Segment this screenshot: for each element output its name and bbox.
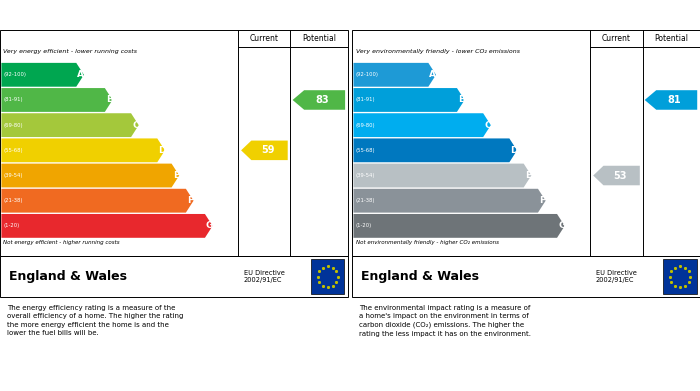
Text: (81-91): (81-91): [4, 97, 23, 102]
Bar: [664, 259, 696, 294]
Text: B: B: [458, 95, 465, 104]
Bar: [312, 259, 344, 294]
Text: G: G: [558, 221, 566, 230]
Text: Not energy efficient - higher running costs: Not energy efficient - higher running co…: [4, 240, 120, 245]
Text: Very energy efficient - lower running costs: Very energy efficient - lower running co…: [4, 49, 137, 54]
Text: (39-54): (39-54): [4, 173, 23, 178]
Polygon shape: [1, 63, 84, 87]
Text: (21-38): (21-38): [356, 198, 375, 203]
Text: The environmental impact rating is a measure of
a home's impact on the environme: The environmental impact rating is a mea…: [359, 305, 531, 337]
Text: D: D: [510, 146, 518, 155]
Text: C: C: [484, 121, 491, 130]
Polygon shape: [593, 166, 640, 185]
Text: (69-80): (69-80): [4, 123, 23, 127]
Text: (1-20): (1-20): [4, 223, 20, 228]
Text: Potential: Potential: [654, 34, 688, 43]
Text: A: A: [429, 70, 436, 79]
Text: E: E: [525, 171, 531, 180]
Text: E: E: [173, 171, 178, 180]
Polygon shape: [354, 163, 531, 187]
Text: (92-100): (92-100): [356, 72, 379, 77]
Polygon shape: [1, 113, 139, 137]
Text: Not environmentally friendly - higher CO₂ emissions: Not environmentally friendly - higher CO…: [356, 240, 498, 245]
Text: (69-80): (69-80): [356, 123, 375, 127]
Text: The energy efficiency rating is a measure of the
overall efficiency of a home. T: The energy efficiency rating is a measur…: [7, 305, 183, 336]
Polygon shape: [645, 90, 697, 110]
Polygon shape: [1, 138, 165, 162]
Text: G: G: [206, 221, 214, 230]
Text: F: F: [187, 196, 193, 205]
Text: D: D: [158, 146, 166, 155]
Text: (55-68): (55-68): [356, 148, 375, 153]
Text: 53: 53: [613, 170, 626, 181]
Polygon shape: [354, 138, 517, 162]
Text: (81-91): (81-91): [356, 97, 375, 102]
Text: A: A: [77, 70, 84, 79]
Polygon shape: [354, 88, 465, 112]
Text: Energy Efficiency Rating: Energy Efficiency Rating: [8, 10, 153, 20]
Text: Very environmentally friendly - lower CO₂ emissions: Very environmentally friendly - lower CO…: [356, 49, 519, 54]
Polygon shape: [293, 90, 345, 110]
Text: (1-20): (1-20): [356, 223, 372, 228]
Text: Potential: Potential: [302, 34, 336, 43]
Polygon shape: [354, 113, 491, 137]
Polygon shape: [354, 214, 565, 238]
Text: Current: Current: [250, 34, 279, 43]
Text: C: C: [132, 121, 139, 130]
Polygon shape: [1, 189, 193, 213]
Text: Environmental Impact (CO₂) Rating: Environmental Impact (CO₂) Rating: [360, 10, 567, 20]
Polygon shape: [1, 214, 213, 238]
Text: (21-38): (21-38): [4, 198, 23, 203]
Text: England & Wales: England & Wales: [360, 270, 479, 283]
Text: Current: Current: [602, 34, 631, 43]
Polygon shape: [354, 189, 545, 213]
Text: (92-100): (92-100): [4, 72, 27, 77]
Text: 83: 83: [316, 95, 329, 105]
Text: (55-68): (55-68): [4, 148, 23, 153]
Polygon shape: [1, 163, 179, 187]
Text: (39-54): (39-54): [356, 173, 375, 178]
Polygon shape: [1, 88, 113, 112]
Polygon shape: [241, 141, 288, 160]
Text: B: B: [106, 95, 113, 104]
Polygon shape: [354, 63, 436, 87]
Text: 81: 81: [668, 95, 681, 105]
Text: England & Wales: England & Wales: [8, 270, 127, 283]
Text: F: F: [539, 196, 545, 205]
Text: EU Directive
2002/91/EC: EU Directive 2002/91/EC: [244, 270, 284, 283]
Text: 59: 59: [261, 145, 274, 155]
Text: EU Directive
2002/91/EC: EU Directive 2002/91/EC: [596, 270, 636, 283]
